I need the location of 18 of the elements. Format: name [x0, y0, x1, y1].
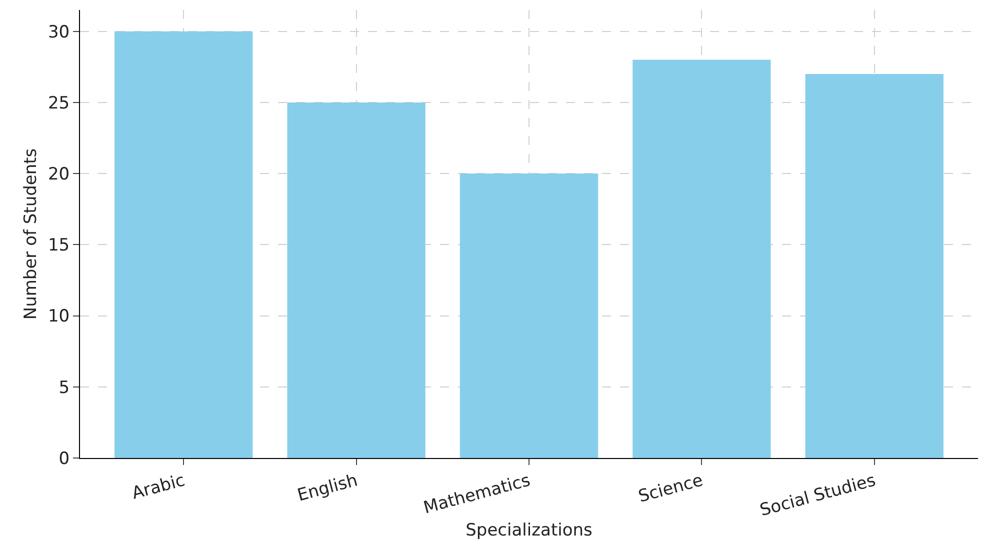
x-tick-label: Arabic — [130, 470, 188, 504]
bar — [805, 74, 944, 458]
y-tick-label: 15 — [48, 236, 70, 256]
y-tick-label: 30 — [48, 22, 70, 42]
x-tick-label: English — [295, 470, 360, 506]
y-tick-label: 25 — [48, 93, 70, 114]
x-axis-title: Specializations — [466, 520, 593, 540]
bar — [632, 60, 771, 458]
x-tick-label: Social Studies — [758, 470, 878, 521]
y-tick-label: 20 — [48, 164, 70, 185]
y-tick-label: 5 — [58, 378, 70, 398]
bar — [114, 31, 253, 458]
bar — [287, 102, 426, 458]
y-tick-label: 10 — [48, 306, 70, 327]
bar — [460, 174, 598, 458]
y-tick-label: 0 — [58, 448, 70, 469]
y-axis-title: Number of Students — [21, 148, 41, 320]
x-tick-label: Science — [636, 470, 706, 507]
